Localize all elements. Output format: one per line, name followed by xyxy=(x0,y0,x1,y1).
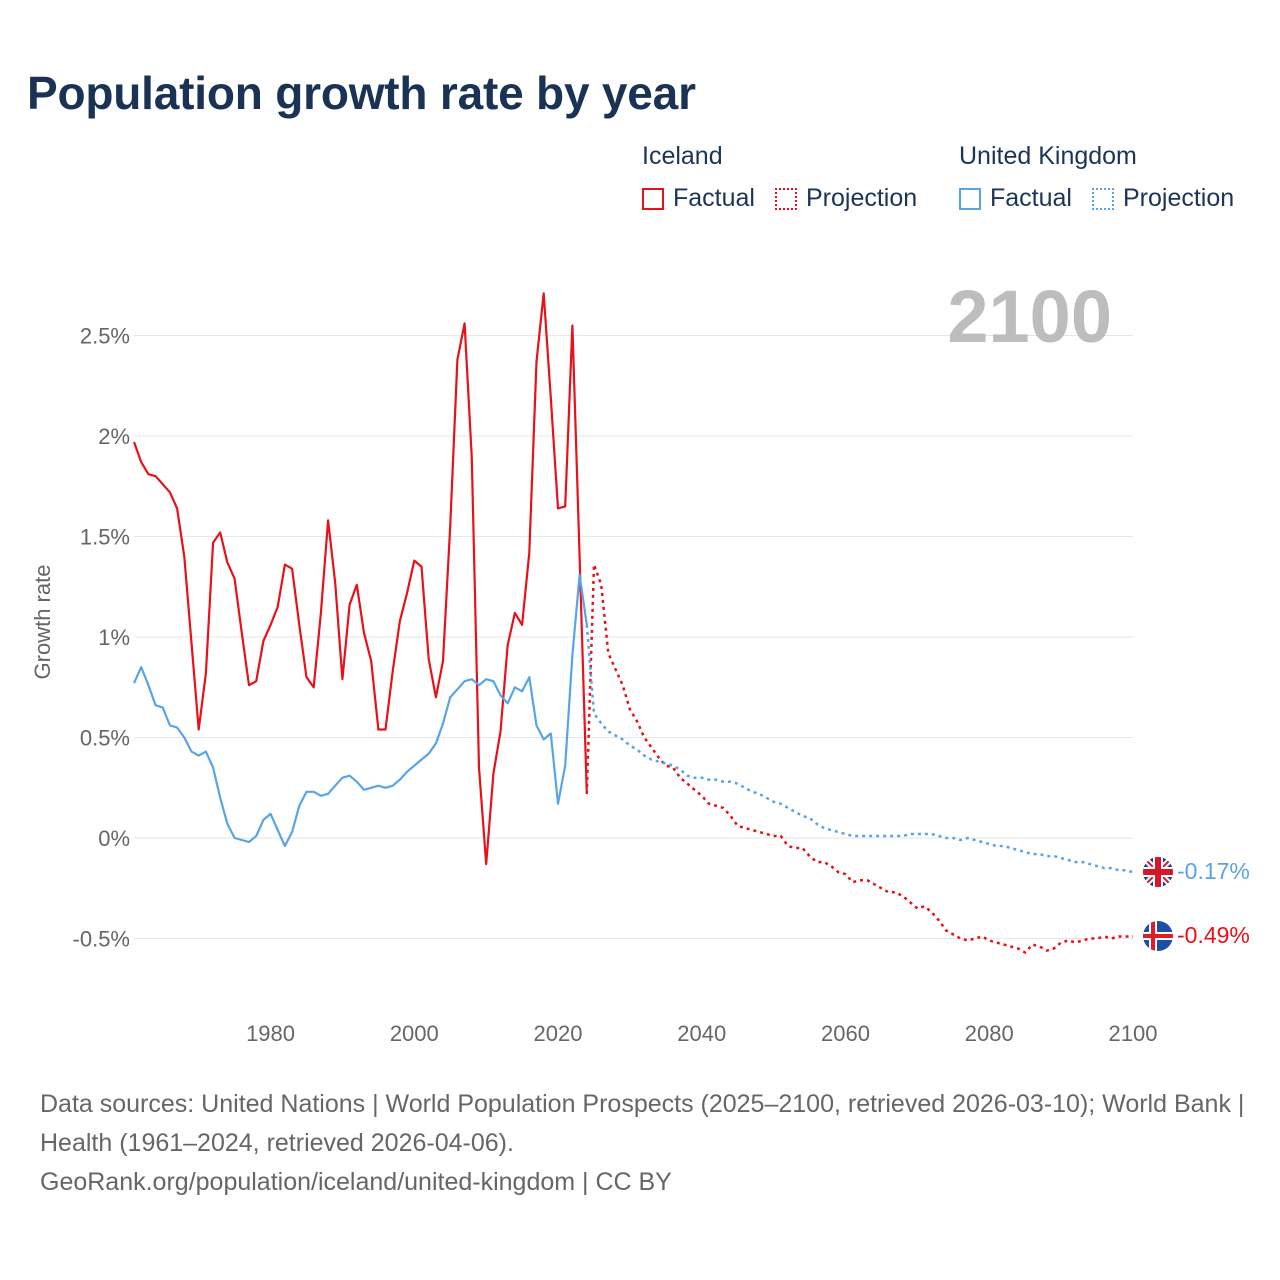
y-tick-label: -0.5% xyxy=(73,927,130,952)
x-tick-label: 2060 xyxy=(821,1021,870,1046)
series-line-iceland-projection[interactable] xyxy=(585,563,1133,954)
grid: 2.5% 2% 1.5% 1% 0.5% 0% -0.5% 1980 2000 2020 2040 2… xyxy=(73,324,1158,1047)
y-tick-label: 0.5% xyxy=(80,726,130,751)
line-chart: 2.5% 2% 1.5% 1% 0.5% 0% -0.5% 1980 2000 2020 2040 2… xyxy=(30,275,1250,1047)
end-label-iceland: -0.49% xyxy=(1177,922,1250,948)
y-axis-title: Growth rate xyxy=(30,565,55,680)
data-sources: Data sources: United Nations | World Pop… xyxy=(40,1085,1250,1202)
end-label-united-kingdom: -0.17% xyxy=(1177,858,1250,884)
sources-link[interactable]: GeoRank.org/population/iceland/united-ki… xyxy=(40,1168,672,1196)
y-tick-label: 2% xyxy=(98,424,130,449)
y-tick-label: 0% xyxy=(98,826,130,851)
legend-item-united-kingdom-factual[interactable]: Factual xyxy=(959,184,1072,213)
x-tick-label: 1980 xyxy=(246,1021,295,1046)
legend-group-iceland: Iceland xyxy=(642,142,723,170)
y-tick-label: 2.5% xyxy=(80,324,130,349)
series-line-united-kingdom-projection[interactable] xyxy=(585,624,1134,874)
iceland-flag-icon xyxy=(1143,921,1173,951)
legend-item-iceland-projection[interactable]: Projection xyxy=(775,184,917,213)
chart-title: Population growth rate by year xyxy=(27,67,696,119)
series-line-united-kingdom-factual[interactable] xyxy=(132,573,588,848)
x-tick-label: 2000 xyxy=(390,1021,439,1046)
legend-item-united-kingdom-projection[interactable]: Projection xyxy=(1092,184,1234,213)
x-tick-label: 2100 xyxy=(1109,1021,1158,1046)
swatch-iceland-projection xyxy=(775,187,797,210)
y-tick-label: 1% xyxy=(98,625,130,650)
series-lines xyxy=(132,292,1134,954)
legend: Iceland Factual Projection United Kingdo… xyxy=(642,142,1262,222)
legend-label: Projection xyxy=(806,184,918,212)
swatch-united-kingdom-factual xyxy=(959,187,981,210)
y-tick-label: 1.5% xyxy=(80,525,130,550)
x-tick-label: 2040 xyxy=(677,1021,726,1046)
x-tick-label: 2080 xyxy=(965,1021,1014,1046)
legend-label: Factual xyxy=(990,184,1072,212)
united-kingdom-flag-icon xyxy=(1143,857,1173,887)
series-line-iceland-factual[interactable] xyxy=(132,292,588,866)
legend-label: Projection xyxy=(1123,184,1235,212)
swatch-iceland-factual xyxy=(642,187,664,210)
x-tick-label: 2020 xyxy=(534,1021,583,1046)
legend-item-iceland-factual[interactable]: Factual xyxy=(642,184,755,213)
swatch-united-kingdom-projection xyxy=(1092,187,1114,210)
sources-text: Data sources: United Nations | World Pop… xyxy=(40,1090,1245,1157)
legend-group-united-kingdom: United Kingdom xyxy=(959,142,1137,170)
legend-label: Factual xyxy=(673,184,755,212)
current-year-label: 2100 xyxy=(947,275,1112,358)
